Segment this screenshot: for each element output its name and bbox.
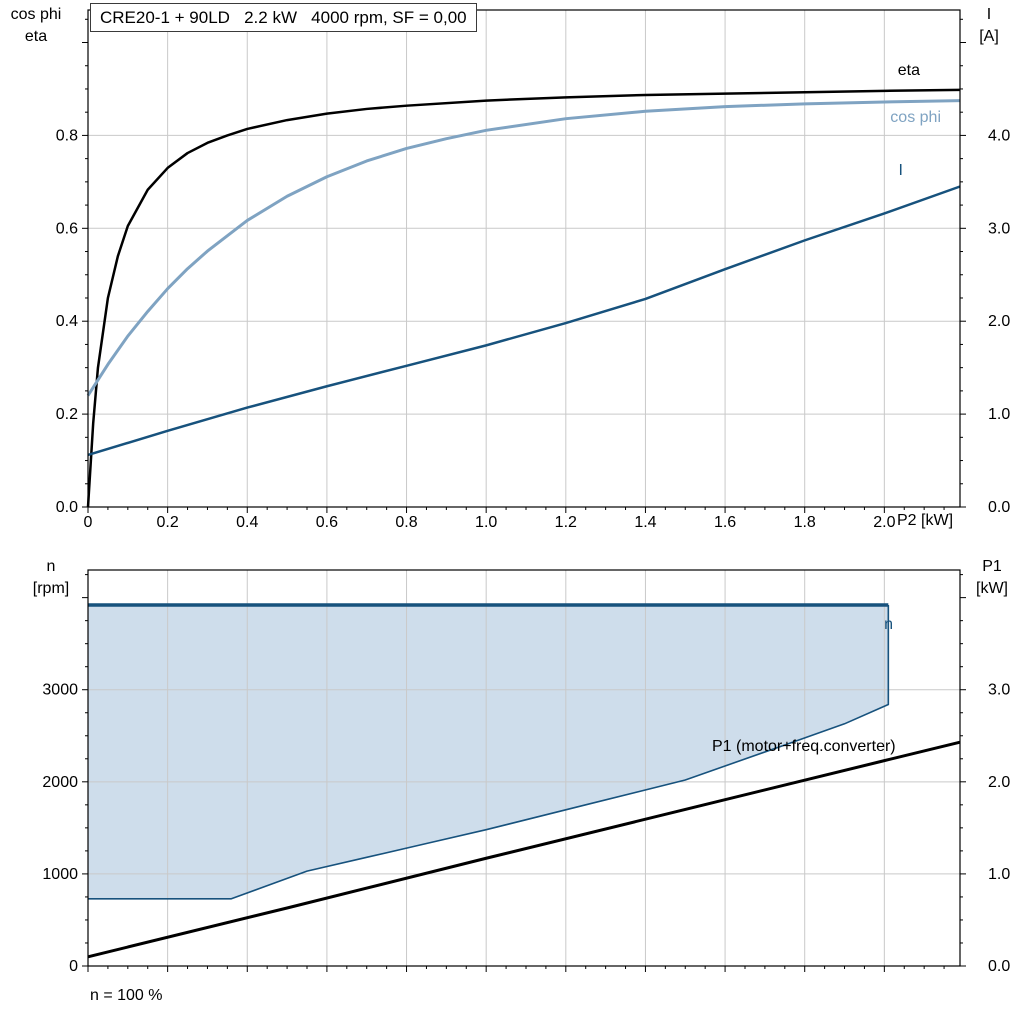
svg-text:0.0: 0.0 bbox=[988, 499, 1010, 516]
svg-text:0.2: 0.2 bbox=[157, 514, 179, 531]
svg-text:1.0: 1.0 bbox=[475, 514, 497, 531]
svg-text:1.2: 1.2 bbox=[555, 514, 577, 531]
gridlines bbox=[88, 10, 960, 507]
axis-title-eta: eta bbox=[24, 28, 48, 45]
svg-text:0.4: 0.4 bbox=[236, 514, 258, 531]
top-chart-left-axis-title: cos phi eta bbox=[2, 4, 70, 48]
p1-motor-freq-converter-curve bbox=[87, 740, 961, 959]
bottom-chart-right-axis-title: P1 [kW] bbox=[966, 556, 1018, 600]
tick-labels: 0 0.2 0.4 0.6 0.8 1.0 1.2 1.4 1.6 1.8 2.0 0.0 0.2 0.4… bbox=[56, 127, 1011, 531]
n-min-curve bbox=[88, 604, 890, 900]
axis-title-p1-unit: [kW] bbox=[976, 580, 1008, 597]
svg-text:1.0: 1.0 bbox=[988, 866, 1010, 883]
axis-title-p1: P1 bbox=[982, 558, 1002, 575]
svg-text:2000: 2000 bbox=[42, 774, 78, 791]
svg-text:1.8: 1.8 bbox=[794, 514, 816, 531]
cos-phi-curve-label: cos phi bbox=[890, 109, 941, 126]
eta-curve bbox=[86, 88, 961, 508]
top-chart-right-axis-title: I [A] bbox=[964, 4, 1014, 48]
svg-text:0.8: 0.8 bbox=[56, 127, 78, 144]
axis-title-current-unit: [A] bbox=[979, 28, 999, 45]
axis-title-n: n bbox=[46, 558, 56, 575]
bottom-speed-power-chart: 0 1000 2000 3000 0.0 1.0 2.0 3.0 bbox=[42, 569, 1010, 975]
plot-border bbox=[87, 569, 961, 967]
svg-text:2.0: 2.0 bbox=[873, 514, 895, 531]
svg-text:0.6: 0.6 bbox=[56, 220, 78, 237]
axis-title-n-unit: [rpm] bbox=[32, 580, 70, 597]
svg-text:0: 0 bbox=[84, 514, 93, 531]
p1-curve-label: P1 (motor+freq.converter) bbox=[712, 738, 896, 755]
top-performance-chart: 0 0.2 0.4 0.6 0.8 1.0 1.2 1.4 1.6 1.8 2.0 0.0 0.2 0.4… bbox=[56, 9, 1011, 531]
svg-text:3000: 3000 bbox=[42, 682, 78, 699]
axis-ticks bbox=[82, 18, 966, 513]
current-curve-label: I bbox=[898, 162, 903, 179]
plot-border bbox=[87, 9, 961, 508]
axis-title-cos-phi: cos phi bbox=[10, 6, 62, 23]
svg-text:2.0: 2.0 bbox=[988, 774, 1010, 791]
svg-text:0.2: 0.2 bbox=[56, 406, 78, 423]
svg-text:0.8: 0.8 bbox=[395, 514, 417, 531]
eta-curve-label: eta bbox=[897, 62, 920, 79]
svg-text:0.6: 0.6 bbox=[316, 514, 338, 531]
svg-text:4.0: 4.0 bbox=[988, 127, 1010, 144]
speed-footnote: n = 100 % bbox=[90, 987, 163, 1004]
cos-phi-curve bbox=[86, 99, 961, 397]
svg-text:0.4: 0.4 bbox=[56, 313, 78, 330]
n-curve-label: n bbox=[884, 616, 893, 633]
bottom-chart-left-axis-title: n [rpm] bbox=[22, 556, 80, 600]
svg-text:0.0: 0.0 bbox=[56, 499, 78, 516]
chart-title-box: CRE20-1 + 90LD 2.2 kW 4000 rpm, SF = 0,0… bbox=[90, 3, 477, 32]
svg-text:1.4: 1.4 bbox=[634, 514, 656, 531]
gridlines bbox=[88, 570, 960, 966]
speed-range-area bbox=[88, 604, 889, 899]
svg-text:1000: 1000 bbox=[42, 866, 78, 883]
svg-text:3.0: 3.0 bbox=[988, 682, 1010, 699]
svg-text:0: 0 bbox=[69, 958, 78, 975]
svg-text:0.0: 0.0 bbox=[988, 958, 1010, 975]
x-axis-title-p2: P2 [kW] bbox=[897, 512, 954, 529]
axis-title-current: I bbox=[986, 6, 992, 23]
svg-text:3.0: 3.0 bbox=[988, 220, 1010, 237]
svg-text:1.6: 1.6 bbox=[714, 514, 736, 531]
tick-labels: 0 1000 2000 3000 0.0 1.0 2.0 3.0 bbox=[42, 682, 1010, 975]
svg-text:1.0: 1.0 bbox=[988, 406, 1010, 423]
i-curve bbox=[87, 185, 961, 457]
axis-ticks bbox=[82, 574, 966, 972]
svg-text:2.0: 2.0 bbox=[988, 313, 1010, 330]
